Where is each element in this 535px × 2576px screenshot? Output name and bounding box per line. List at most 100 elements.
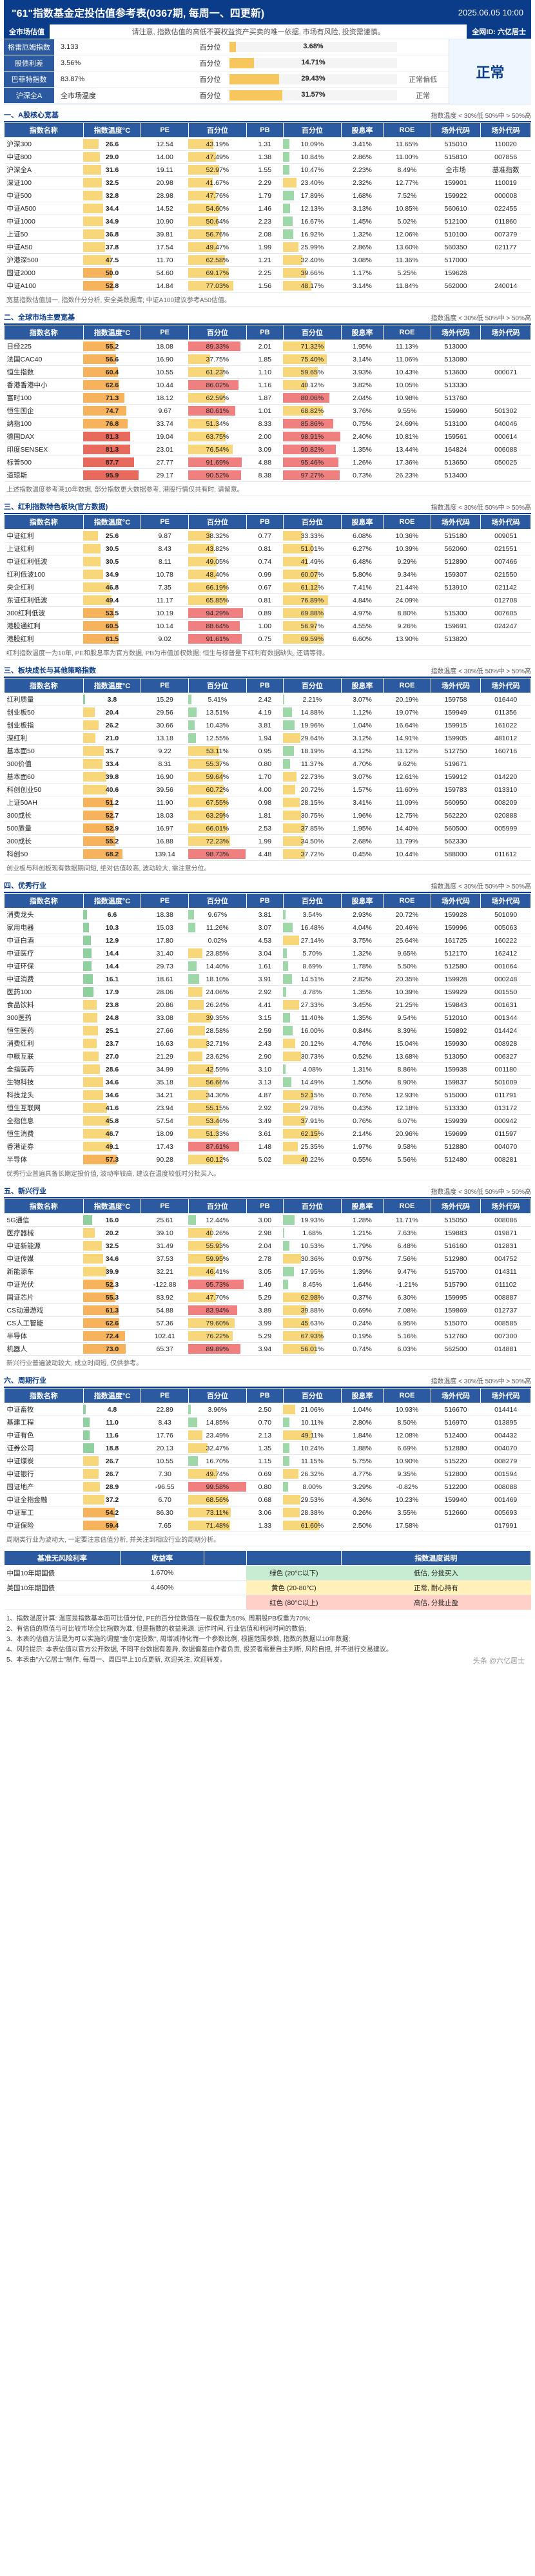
dividend-yield: 2.50%	[341, 1519, 384, 1532]
percentile-text: 56.01%	[300, 1345, 324, 1353]
column-header: PB	[246, 325, 284, 340]
index-name: 中证医疗	[4, 947, 84, 960]
temperature-fill	[83, 910, 87, 919]
percentile-text: 89.89%	[206, 1345, 229, 1353]
percentile-fill	[188, 582, 227, 592]
pb-percentile: 52.15%	[283, 1088, 342, 1102]
temperature-value: 49.1	[105, 1142, 119, 1151]
fund-code: 000614	[480, 430, 531, 443]
risk-free-body: 中国10年期国债 1.670% 绿色 (20°C以下) 低估, 分批买入 美国10年期国…	[4, 1565, 531, 1610]
pb-value: 2.25	[246, 266, 284, 280]
dividend-yield: 6.60%	[341, 632, 384, 646]
pe-percentile: 16.70%	[188, 1454, 247, 1468]
temperature-value: 6.6	[107, 910, 117, 919]
roe: 9.62%	[383, 757, 431, 771]
pe-percentile: 88.64%	[188, 619, 247, 633]
percentile-fill	[188, 823, 227, 833]
fund-code: 515790	[431, 1278, 481, 1291]
fund-code: 513400	[431, 468, 481, 482]
fund-code	[480, 391, 531, 405]
percentile-fill	[188, 811, 226, 820]
index-temperature: 81.3	[83, 430, 141, 443]
fund-code: 012831	[480, 1239, 531, 1253]
percentile-text: 30.73%	[300, 1052, 324, 1061]
table-row: 科技龙头 34.6 34.21 34.30% 4.87 52.15% 0.76% 12.93%…	[4, 1088, 531, 1102]
percentile-fill	[283, 707, 292, 717]
index-name: 中证800	[4, 150, 84, 164]
percentile-text: 51.01%	[300, 544, 324, 553]
pe-percentile: 51.34%	[188, 417, 247, 430]
percentile-fill	[188, 923, 195, 932]
percentile-text: 8.45%	[302, 1280, 322, 1289]
pb-value: 2.01	[246, 340, 284, 353]
index-temperature: 32.5	[83, 1239, 141, 1253]
index-temperature: 46.8	[83, 581, 141, 594]
percentile-fill	[283, 1103, 301, 1113]
dividend-yield: 4.84%	[341, 593, 384, 607]
temperature-value: 62.6	[105, 1319, 119, 1327]
index-name: 基本面60	[4, 770, 84, 783]
pe-percentile: 42.59%	[188, 1062, 247, 1076]
column-header: PB	[246, 1198, 284, 1214]
temperature-meaning: 高估, 分批止盈	[341, 1595, 531, 1610]
fund-code: 562060	[431, 542, 481, 555]
percentile-fill	[283, 936, 299, 945]
fund-code: 515300	[431, 606, 481, 620]
dividend-yield: 1.78%	[341, 959, 384, 973]
table-row: 半导体 72.4 102.41 76.22% 5.29 67.93% 0.19% 5.16% 5…	[4, 1329, 531, 1343]
percentile-fill	[188, 152, 217, 162]
fund-code	[431, 593, 481, 607]
table-row: 中证500 32.8 28.98 47.76% 1.79 17.89% 1.68% 7.52%…	[4, 189, 531, 202]
percentile-text: 8.00%	[302, 1483, 322, 1491]
fund-code: 513910	[431, 581, 481, 594]
title-bar: "61"指数基金定投估值参考表(0367期, 每周一、四更新) 2025.06.…	[4, 0, 531, 24]
temperature-fill	[83, 961, 92, 971]
section-header: 二、全球市场主要宽基 指数温度 < 30%低 50%中 > 50%高	[4, 311, 531, 325]
column-header: ROE	[383, 325, 431, 340]
index-name: 中证环保	[4, 959, 84, 973]
index-temperature: 6.6	[83, 908, 141, 921]
fund-code: 512880	[431, 1441, 481, 1455]
dividend-yield: 0.52%	[341, 1050, 384, 1063]
table-header-row: 指数名称 指数温度°C PE 百分位 PB 百分位 股息率 ROE 场外代码 场外代码	[4, 893, 531, 908]
index-temperature: 16.1	[83, 972, 141, 986]
footnote-line: 4、风险提示: 本表估值以官方公开数据, 不同平台数据有差异, 数据偏差由作者负…	[6, 1646, 393, 1653]
percentile-fill	[188, 1155, 224, 1164]
temperature-value: 16.0	[105, 1216, 119, 1224]
fund-code: 501090	[480, 908, 531, 921]
percentile-fill	[188, 432, 226, 441]
dividend-yield: 3.29%	[341, 1480, 384, 1494]
index-name: 半导体	[4, 1153, 84, 1166]
pb-percentile: 11.40%	[283, 1011, 342, 1024]
percentile-text: 40.12%	[300, 381, 324, 389]
roe: 7.08%	[383, 1303, 431, 1317]
section-title: 四、优秀行业	[4, 882, 46, 890]
pb-value: 1.38	[246, 150, 284, 164]
temperature-value: 49.4	[105, 596, 119, 604]
pe-value: 15.29	[141, 693, 189, 706]
pb-percentile: 12.13%	[283, 202, 342, 215]
percentile-fill	[283, 974, 292, 984]
pe-percentile: 77.03%	[188, 279, 247, 293]
percentile-text: 94.29%	[206, 609, 229, 617]
temperature-value: 26.7	[105, 1457, 119, 1465]
table-row: 中证A100 52.8 14.84 77.03% 1.56 48.17% 3.14% 11.8…	[4, 279, 531, 293]
percentile-fill	[188, 341, 240, 351]
temperature-value: 12.9	[105, 936, 119, 945]
percentile-fill	[188, 772, 223, 782]
pb-percentile: 11.37%	[283, 757, 342, 771]
column-header: PE	[141, 325, 189, 340]
temperature-fill	[83, 1521, 118, 1530]
pe-percentile: 91.69%	[188, 456, 247, 469]
percentile-fill	[283, 1443, 289, 1453]
column-header: 百分位	[188, 122, 247, 138]
column-header: 百分位	[188, 678, 247, 693]
pe-percentile: 86.02%	[188, 378, 247, 392]
percentile-text: 37.91%	[300, 1117, 324, 1125]
pb-value: 3.15	[246, 1011, 284, 1024]
pe-percentile: 53.11%	[188, 744, 247, 758]
column-header: ROE	[383, 1198, 431, 1214]
dividend-yield: 2.86%	[341, 240, 384, 254]
fund-code: 515180	[431, 529, 481, 543]
temperature-fill	[83, 1228, 95, 1238]
